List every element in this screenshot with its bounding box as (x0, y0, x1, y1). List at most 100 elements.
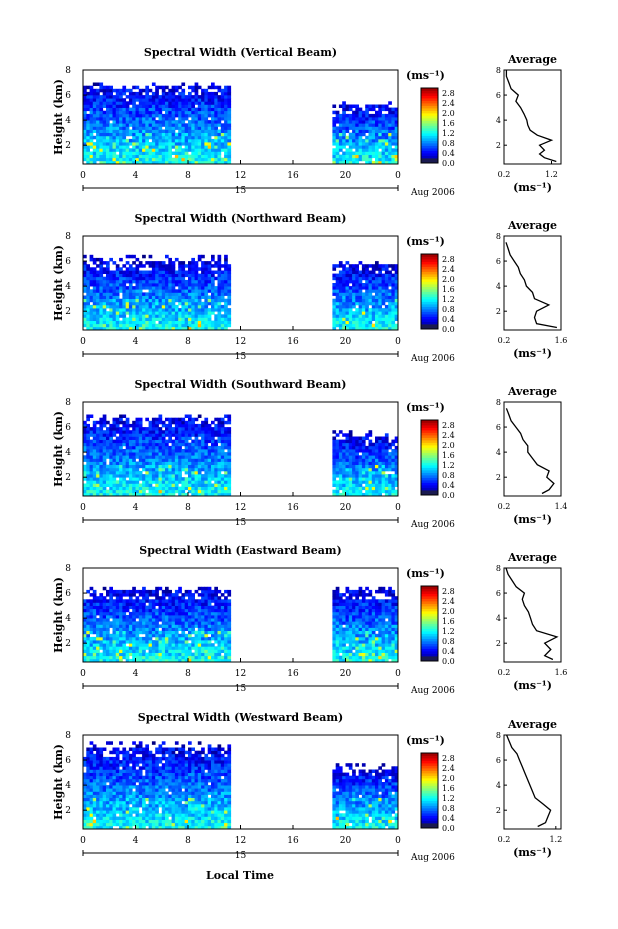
heatmap-cell (378, 117, 382, 121)
heatmap-cell (158, 474, 163, 478)
heatmap-cell (155, 107, 159, 112)
heatmap-cell (211, 323, 215, 328)
heatmap-cell (135, 107, 140, 112)
heatmap-cell (394, 314, 399, 318)
heatmap-cell (125, 123, 130, 127)
heatmap-cell (119, 477, 123, 481)
heatmap-cell (86, 658, 90, 663)
heatmap-cell (168, 464, 172, 469)
heatmap-cell (174, 292, 179, 296)
heatmap-cell (112, 317, 117, 321)
heatmap-cell (358, 483, 363, 487)
heatmap-cell (155, 602, 159, 606)
heatmap-cell (86, 292, 90, 296)
heatmap-cell (109, 154, 113, 159)
heatmap-cell (171, 480, 176, 484)
heatmap-cell (96, 304, 100, 309)
heatmap-cell (83, 145, 87, 149)
heatmap-cell (388, 283, 392, 287)
heatmap-cell (92, 276, 97, 281)
heatmap-cell (227, 417, 232, 422)
heatmap-cell (151, 449, 156, 453)
heatmap-cell (184, 442, 189, 447)
heatmap-cell (194, 449, 199, 453)
heatmap-cell (132, 483, 136, 487)
heatmap-cell (184, 436, 189, 440)
heatmap-cell (158, 486, 163, 491)
heatmap-cell (99, 142, 104, 146)
heatmap-cell (145, 452, 149, 456)
heatmap-cell (165, 267, 169, 271)
heatmap-cell (168, 142, 172, 146)
heatmap-cell (358, 276, 363, 281)
heatmap-cell (355, 298, 359, 303)
heatmap-cell (201, 154, 205, 159)
heatmap-cell (345, 486, 350, 491)
heatmap-cell (151, 292, 156, 296)
heatmap-cell (148, 160, 153, 165)
heatmap-cell (220, 104, 225, 108)
heatmap-cell (171, 98, 176, 102)
heatmap-cell (125, 433, 130, 437)
heatmap-cell (191, 151, 195, 155)
heatmap-cell (204, 157, 209, 162)
heatmap-cell (371, 314, 376, 318)
heatmap-cell (122, 142, 127, 146)
colorbar-segment (421, 266, 438, 270)
heatmap-cell (83, 599, 87, 603)
colorbar-segment (421, 465, 438, 468)
heatmap-cell (368, 107, 373, 112)
heatmap-cell (158, 420, 163, 425)
heatmap-cell (115, 652, 120, 657)
heatmap-cell (384, 489, 389, 494)
heatmap-cell (125, 423, 130, 428)
heatmap-cell (158, 283, 163, 287)
heatmap-cell (135, 615, 140, 619)
heatmap-cell (184, 154, 189, 159)
heatmap-cell (394, 461, 399, 465)
heatmap-cell (214, 295, 218, 299)
heatmap-cell (211, 95, 215, 99)
heatmap-cell (220, 323, 225, 328)
heatmap-cell (381, 132, 386, 137)
heatmap-cell (194, 160, 199, 165)
heatmap-cell (132, 649, 136, 653)
heatmap-cell (125, 602, 130, 606)
heatmap-cell (381, 154, 386, 159)
heatmap-cell (115, 655, 120, 660)
heatmap-cell (106, 602, 110, 606)
heatmap-cell (188, 267, 192, 271)
heatmap-cell (168, 658, 172, 663)
heatmap-cell (109, 658, 113, 663)
heatmap-cell (106, 286, 110, 290)
colorbar-segment (421, 470, 438, 473)
heatmap-cell (335, 295, 340, 299)
heatmap-cell (388, 138, 392, 143)
heatmap-cell (132, 589, 136, 594)
heatmap-cell (128, 311, 133, 315)
heatmap-cell (204, 295, 209, 299)
heatmap-cell (161, 455, 166, 459)
heatmap-cell (158, 113, 163, 118)
heatmap-cell (135, 480, 140, 484)
heatmap-cell (178, 326, 182, 331)
heatmap-cell (338, 311, 343, 315)
heatmap-cell (355, 132, 359, 137)
heatmap-cell (204, 483, 209, 487)
heatmap-cell (145, 314, 149, 318)
colorbar-segment (421, 324, 438, 327)
heatmap-cell (132, 107, 136, 112)
heatmap-cell (161, 120, 166, 124)
heatmap-cell (119, 420, 123, 425)
heatmap-cell (99, 618, 104, 622)
heatmap-cell (181, 480, 186, 484)
heatmap-cell (220, 88, 225, 93)
heatmap-cell (384, 154, 389, 159)
heatmap-cell (352, 117, 356, 121)
heatmap-cell (371, 107, 376, 112)
heatmap-cell (96, 120, 100, 124)
heatmap-cell (119, 461, 123, 465)
heatmap-cell (391, 467, 396, 472)
heatmap-cell (138, 91, 143, 96)
heatmap-cell (352, 326, 356, 331)
